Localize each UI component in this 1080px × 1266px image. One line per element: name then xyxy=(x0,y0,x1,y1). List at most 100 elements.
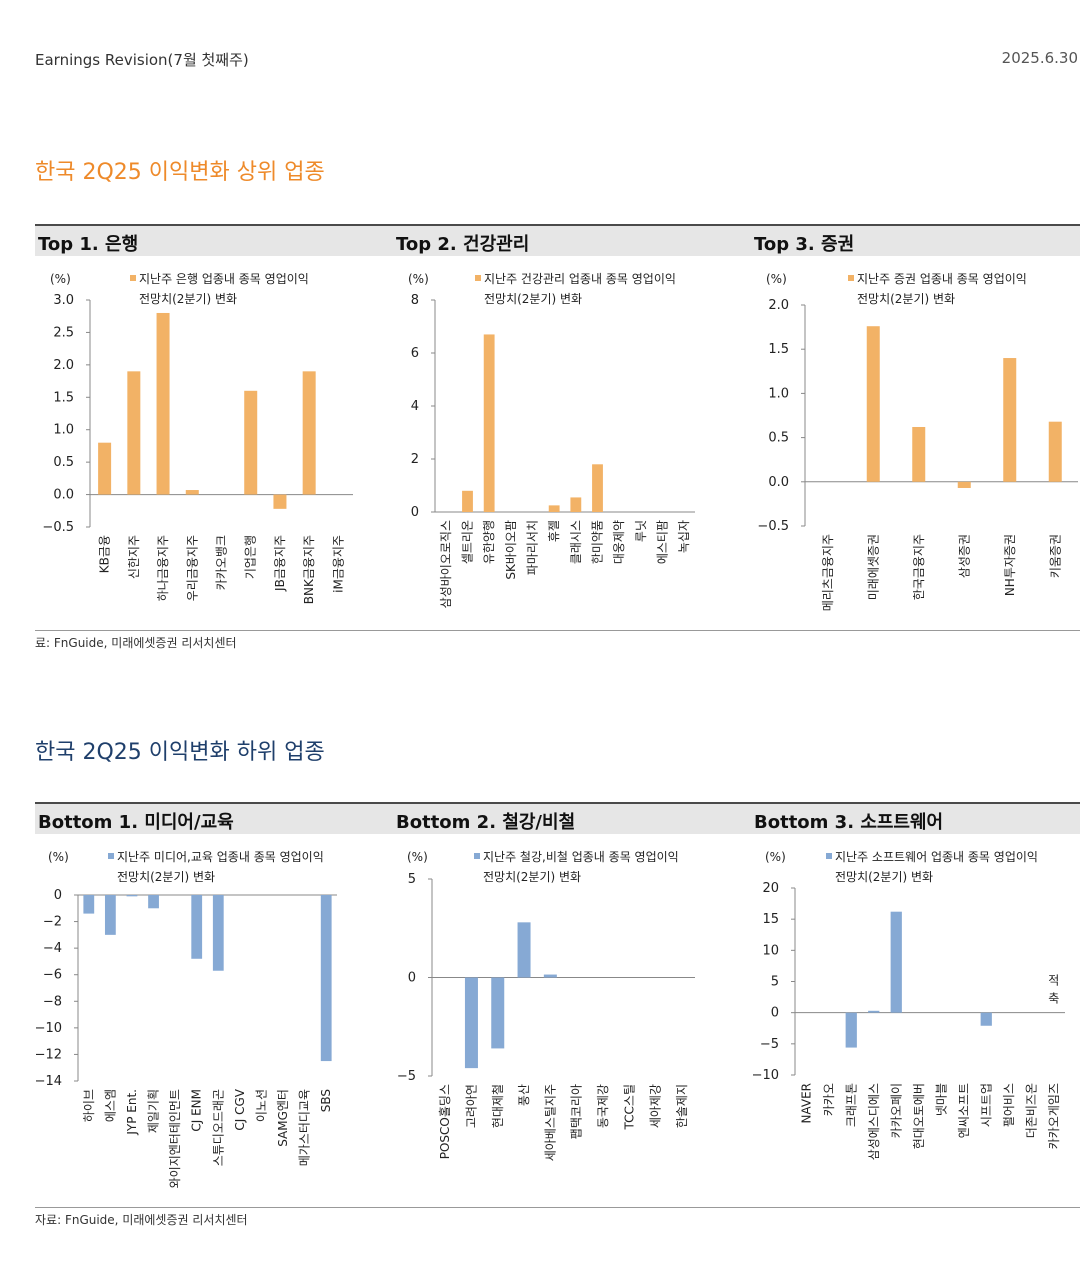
legend-swatch xyxy=(108,853,114,859)
y-tick-label: 2.0 xyxy=(53,358,74,373)
bar xyxy=(543,974,557,978)
category-label: BNK금융지주 xyxy=(302,535,316,604)
y-tick-label: −10 xyxy=(752,1068,779,1083)
top-section-rule xyxy=(35,630,1080,631)
category-label: 녹십자 xyxy=(677,520,691,553)
legend-swatch xyxy=(474,853,480,859)
legend-label: 전망치(2분기) 변화 xyxy=(484,292,582,306)
category-label: 신한지주 xyxy=(127,535,141,579)
y-tick-label: 6 xyxy=(411,346,419,361)
category-label: SAMG엔터 xyxy=(276,1089,290,1147)
category-label: NH투자증권 xyxy=(1003,534,1017,596)
bottom-source-note: 자료: FnGuide, 미래에셋증권 리서치센터 xyxy=(35,1213,248,1227)
bar xyxy=(483,334,495,512)
report-title: Earnings Revision(7월 첫째주) xyxy=(35,51,249,69)
bar xyxy=(980,1012,992,1026)
category-label: 제일기획 xyxy=(147,1089,161,1133)
bar xyxy=(1048,421,1062,482)
bar xyxy=(185,490,199,495)
bar xyxy=(273,494,287,509)
category-label: 클래시스 xyxy=(569,520,583,564)
panel-heading-bottom3: Bottom 3. 소프트웨어 xyxy=(754,812,944,833)
bar xyxy=(98,442,112,495)
y-tick-label: 1.0 xyxy=(768,386,789,401)
y-tick-label: 0 xyxy=(411,505,419,520)
y-tick-label: −6 xyxy=(43,968,62,983)
bar xyxy=(548,505,560,512)
top-section-title: 한국 2Q25 이익변화 상위 업종 xyxy=(35,160,325,185)
y-tick-label: 0.5 xyxy=(53,455,74,470)
category-label: 펄어비스 xyxy=(1002,1083,1016,1127)
panel-heading-top2: Top 2. 건강관리 xyxy=(396,234,530,255)
category-label: CJ CGV xyxy=(233,1088,247,1130)
category-label: 팹택코리아 xyxy=(570,1084,584,1139)
legend-label: 지난주 미디어,교육 업종내 종목 영업이익 xyxy=(117,850,324,864)
bar xyxy=(868,1010,880,1013)
category-label: 우리금융지주 xyxy=(185,535,199,601)
category-label: 카카오게임즈 xyxy=(1047,1083,1061,1149)
bar xyxy=(491,977,505,1049)
category-label: 에스엠 xyxy=(103,1089,117,1122)
category-label: 세아제강 xyxy=(649,1084,663,1128)
category-label: iM금융지주 xyxy=(331,535,345,593)
bar xyxy=(104,895,116,935)
y-unit-label: (%) xyxy=(765,850,786,864)
bar xyxy=(126,895,138,897)
category-label: 대웅제약 xyxy=(611,520,626,564)
category-label: 하나금융지주 xyxy=(156,535,170,601)
category-label: 미래에셋증권 xyxy=(866,534,880,600)
category-label: POSCO홀딩스 xyxy=(438,1084,452,1159)
bar xyxy=(156,312,170,495)
bar xyxy=(212,895,224,971)
y-tick-label: 4 xyxy=(411,399,419,414)
y-tick-label: −10 xyxy=(35,1021,62,1036)
category-label: 파마리서치 xyxy=(526,520,540,575)
bottom-heading-band: Bottom 1. 미디어/교육 Bottom 2. 철강/비철 Bottom … xyxy=(35,802,1080,834)
top-source-note: 료: FnGuide, 미래에셋증권 리서치센터 xyxy=(35,636,237,650)
legend-swatch xyxy=(848,275,854,281)
y-tick-label: 5 xyxy=(408,872,416,887)
y-tick-label: −8 xyxy=(43,994,62,1009)
bar xyxy=(462,490,473,512)
panel-heading-bottom1: Bottom 1. 미디어/교육 xyxy=(38,812,234,833)
legend-label: 지난주 은행 업종내 종목 영업이익 xyxy=(139,271,309,286)
category-label: 메가스터디교육 xyxy=(298,1089,312,1166)
y-tick-label: 0 xyxy=(771,1006,779,1021)
category-label: 더존비즈온 xyxy=(1024,1083,1038,1138)
category-label: 휴젤 xyxy=(547,520,561,542)
category-label: 이노션 xyxy=(254,1089,268,1122)
y-tick-label: 2.5 xyxy=(53,325,74,340)
category-label: 크래프톤 xyxy=(844,1083,858,1127)
legend-label: 전망치(2분기) 변화 xyxy=(117,870,215,884)
y-tick-label: −4 xyxy=(43,941,62,956)
category-label: SK바이오팜 xyxy=(504,520,518,580)
y-tick-label: 20 xyxy=(762,881,779,896)
category-label: 셀트리온 xyxy=(461,520,475,564)
y-tick-label: 10 xyxy=(762,943,779,958)
bar xyxy=(517,922,531,978)
bar xyxy=(890,911,902,1013)
y-unit-label: (%) xyxy=(766,272,787,286)
category-label: 현대제철 xyxy=(491,1084,505,1128)
category-label: 현대오토에버 xyxy=(912,1083,926,1149)
bar xyxy=(912,426,926,482)
category-label: SBS xyxy=(319,1089,333,1112)
legend-label: 지난주 건강관리 업종내 종목 영업이익 xyxy=(484,272,676,286)
y-tick-label: 5 xyxy=(771,975,779,990)
bar xyxy=(244,390,258,495)
category-label: 카카오뱅크 xyxy=(215,535,229,590)
category-label: 한국금융지주 xyxy=(912,534,926,600)
category-label: 엔씨소프트 xyxy=(957,1083,971,1138)
y-tick-label: 1.5 xyxy=(53,390,74,405)
legend-swatch xyxy=(130,275,136,281)
category-label: 스튜디오드래곤 xyxy=(211,1089,225,1166)
legend-label: 지난주 증권 업종내 종목 영업이익 xyxy=(857,272,1027,286)
legend-swatch xyxy=(826,853,832,859)
legend-label: 지난주 철강,비철 업종내 종목 영업이익 xyxy=(483,850,679,864)
category-label: 메리츠금융지주 xyxy=(821,534,835,611)
y-tick-label: −14 xyxy=(35,1074,62,1089)
category-label: 기업은행 xyxy=(243,535,258,579)
bar xyxy=(83,895,95,914)
y-tick-label: 0 xyxy=(408,971,416,986)
panel-heading-top1: Top 1. 은행 xyxy=(38,234,139,255)
